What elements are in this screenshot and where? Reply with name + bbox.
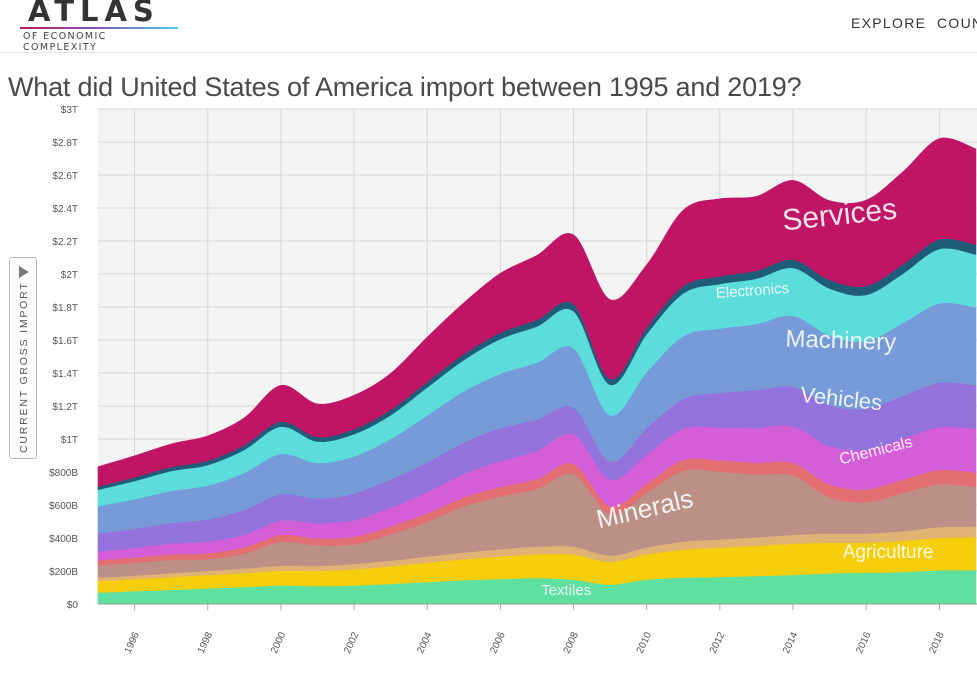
y-tick-label: $1T xyxy=(61,435,78,446)
services-area xyxy=(97,137,977,487)
y-tick-label: $800B xyxy=(49,468,78,479)
y-tick-label: $2.4T xyxy=(52,204,78,215)
x-tick-label: 2002 xyxy=(342,630,362,655)
y-tick-label: $1.2T xyxy=(52,402,78,413)
x-tick-label: 1998 xyxy=(196,630,216,655)
nav-countries-link[interactable]: COUN xyxy=(937,15,977,31)
x-tick-label: 2004 xyxy=(415,630,435,655)
y-axis-label-toggle[interactable]: CURRENT GROSS IMPORT xyxy=(9,257,37,459)
area-label-electronics: Electronics xyxy=(715,280,789,302)
x-tick-label: 2006 xyxy=(488,630,508,655)
logo-divider xyxy=(20,27,178,29)
logo-subtitle: OF ECONOMIC COMPLEXITY xyxy=(23,31,107,53)
area-label-machinery: Machinery xyxy=(785,325,897,356)
y-tick-label: $200B xyxy=(49,567,78,578)
x-tick-label: 2000 xyxy=(269,630,289,655)
x-tick-label: 1996 xyxy=(123,630,143,655)
area-label-agriculture: Agriculture xyxy=(843,542,934,563)
x-tick-label: 2008 xyxy=(562,630,582,655)
area-label-textiles: Textiles xyxy=(541,582,591,599)
x-tick-label: 2018 xyxy=(927,630,947,655)
y-tick-label: $0 xyxy=(67,600,79,611)
y-tick-label: $2.2T xyxy=(52,237,78,248)
y-tick-label: $2T xyxy=(61,270,78,281)
y-tick-label: $600B xyxy=(49,501,78,512)
y-tick-label: $1.6T xyxy=(52,336,78,347)
page-title: What did United States of America import… xyxy=(8,72,802,102)
nav-explore-link[interactable]: EXPLORE xyxy=(851,15,927,31)
top-navigation-bar: ATLAS OF ECONOMIC COMPLEXITY EXPLORE COU… xyxy=(0,0,977,53)
x-tick-label: 2012 xyxy=(708,630,728,655)
y-tick-label: $1.8T xyxy=(52,303,78,314)
atlas-logo[interactable]: ATLAS OF ECONOMIC COMPLEXITY xyxy=(20,0,180,53)
y-axis-label: CURRENT GROSS IMPORT xyxy=(18,281,30,453)
logo-title: ATLAS xyxy=(28,0,160,28)
y-tick-label: $1.4T xyxy=(52,369,78,380)
x-tick-label: 2016 xyxy=(854,630,874,655)
play-arrow-icon xyxy=(19,266,29,278)
y-tick-label: $2.6T xyxy=(52,171,78,182)
stacked-area-chart: $0 $200B $400B $600B $800B $1T $1.2T $1.4T $1.6T… xyxy=(49,105,977,655)
y-tick-label: $3T xyxy=(61,105,78,116)
x-tick-label: 2014 xyxy=(781,630,801,655)
x-tick-label: 2010 xyxy=(635,630,655,655)
y-tick-label: $2.8T xyxy=(52,138,78,149)
y-tick-label: $400B xyxy=(49,534,78,545)
